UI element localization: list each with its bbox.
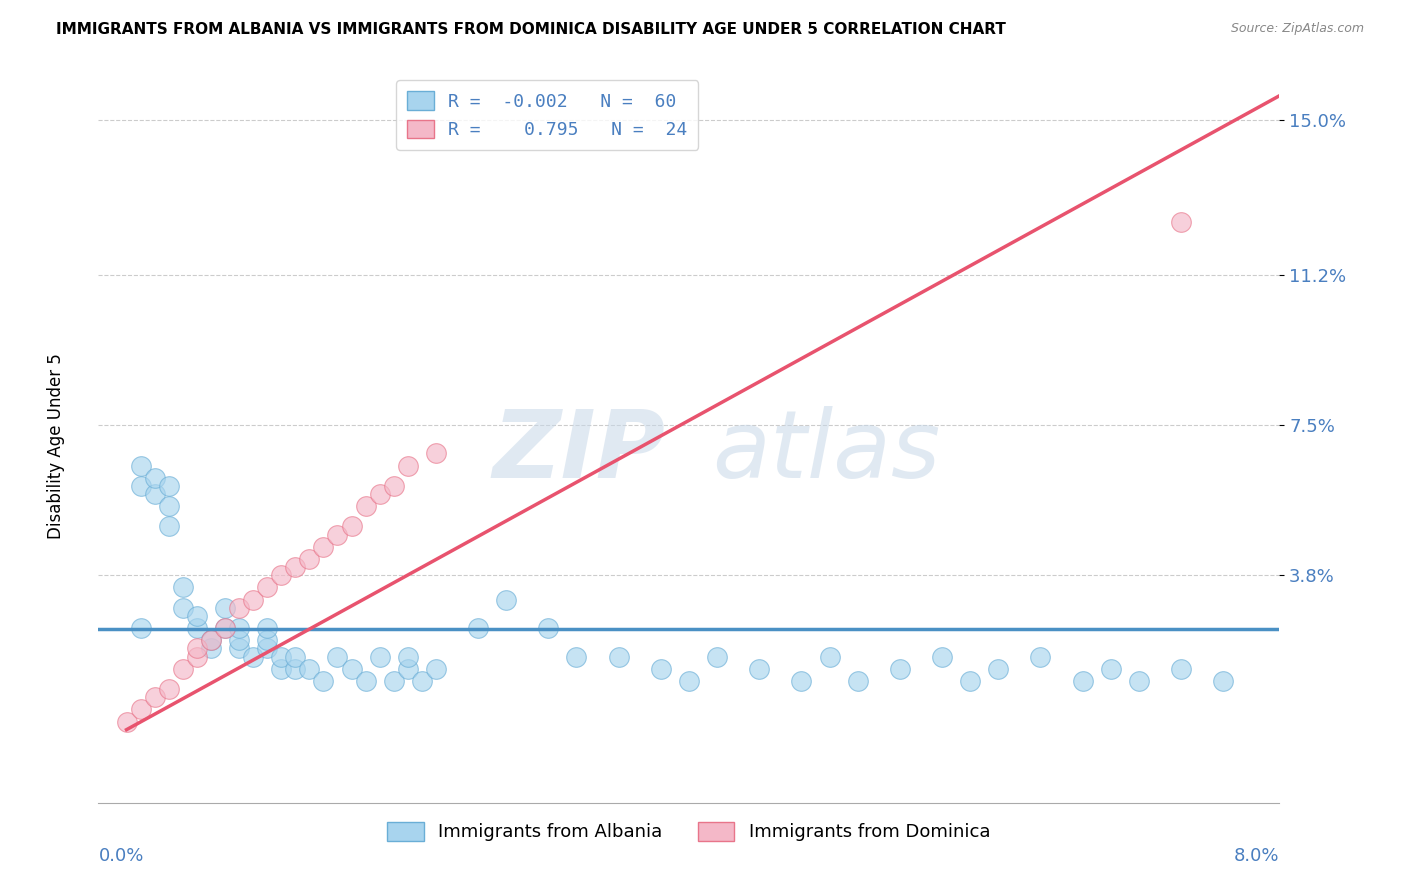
- Text: 0.0%: 0.0%: [98, 847, 143, 864]
- Point: [256, 581, 278, 595]
- Point: [115, 714, 138, 729]
- Point: [312, 540, 335, 554]
- Point: [1170, 215, 1192, 229]
- Point: [157, 681, 180, 696]
- Point: [1170, 662, 1192, 676]
- Point: [200, 633, 222, 648]
- Point: [987, 662, 1010, 676]
- Point: [565, 649, 588, 664]
- Point: [340, 662, 363, 676]
- Text: ZIP: ZIP: [492, 406, 665, 498]
- Point: [284, 649, 307, 664]
- Point: [1071, 673, 1094, 688]
- Text: Disability Age Under 5: Disability Age Under 5: [48, 353, 65, 539]
- Point: [382, 479, 405, 493]
- Point: [143, 487, 166, 501]
- Point: [706, 649, 728, 664]
- Point: [200, 633, 222, 648]
- Point: [396, 662, 419, 676]
- Point: [270, 649, 292, 664]
- Point: [298, 552, 321, 566]
- Point: [172, 662, 194, 676]
- Point: [143, 471, 166, 485]
- Point: [467, 621, 489, 635]
- Point: [214, 600, 236, 615]
- Point: [959, 673, 981, 688]
- Point: [931, 649, 953, 664]
- Point: [425, 446, 447, 460]
- Point: [396, 458, 419, 473]
- Point: [354, 673, 377, 688]
- Point: [326, 527, 349, 541]
- Point: [186, 621, 208, 635]
- Point: [748, 662, 770, 676]
- Point: [607, 649, 630, 664]
- Point: [298, 662, 321, 676]
- Point: [495, 592, 517, 607]
- Point: [228, 641, 250, 656]
- Point: [228, 633, 250, 648]
- Point: [129, 702, 152, 716]
- Point: [256, 633, 278, 648]
- Point: [270, 662, 292, 676]
- Point: [889, 662, 911, 676]
- Point: [270, 568, 292, 582]
- Point: [214, 621, 236, 635]
- Point: [1099, 662, 1122, 676]
- Point: [537, 621, 560, 635]
- Point: [157, 499, 180, 513]
- Point: [129, 458, 152, 473]
- Point: [382, 673, 405, 688]
- Point: [228, 621, 250, 635]
- Point: [354, 499, 377, 513]
- Point: [186, 608, 208, 623]
- Point: [368, 487, 391, 501]
- Point: [172, 581, 194, 595]
- Point: [650, 662, 672, 676]
- Text: IMMIGRANTS FROM ALBANIA VS IMMIGRANTS FROM DOMINICA DISABILITY AGE UNDER 5 CORRE: IMMIGRANTS FROM ALBANIA VS IMMIGRANTS FR…: [56, 22, 1007, 37]
- Legend: Immigrants from Albania, Immigrants from Dominica: Immigrants from Albania, Immigrants from…: [380, 814, 998, 848]
- Point: [143, 690, 166, 705]
- Point: [256, 641, 278, 656]
- Point: [214, 621, 236, 635]
- Point: [368, 649, 391, 664]
- Point: [172, 600, 194, 615]
- Point: [818, 649, 841, 664]
- Point: [1212, 673, 1234, 688]
- Point: [242, 592, 264, 607]
- Point: [1128, 673, 1150, 688]
- Point: [678, 673, 700, 688]
- Point: [312, 673, 335, 688]
- Point: [242, 649, 264, 664]
- Point: [228, 600, 250, 615]
- Point: [200, 641, 222, 656]
- Point: [256, 621, 278, 635]
- Point: [129, 621, 152, 635]
- Point: [790, 673, 813, 688]
- Point: [411, 673, 433, 688]
- Point: [186, 641, 208, 656]
- Text: Source: ZipAtlas.com: Source: ZipAtlas.com: [1230, 22, 1364, 36]
- Point: [326, 649, 349, 664]
- Text: 8.0%: 8.0%: [1234, 847, 1279, 864]
- Point: [157, 519, 180, 533]
- Point: [340, 519, 363, 533]
- Point: [284, 560, 307, 574]
- Point: [1029, 649, 1052, 664]
- Point: [284, 662, 307, 676]
- Point: [846, 673, 869, 688]
- Point: [396, 649, 419, 664]
- Point: [186, 649, 208, 664]
- Text: atlas: atlas: [713, 406, 941, 497]
- Point: [157, 479, 180, 493]
- Point: [425, 662, 447, 676]
- Point: [129, 479, 152, 493]
